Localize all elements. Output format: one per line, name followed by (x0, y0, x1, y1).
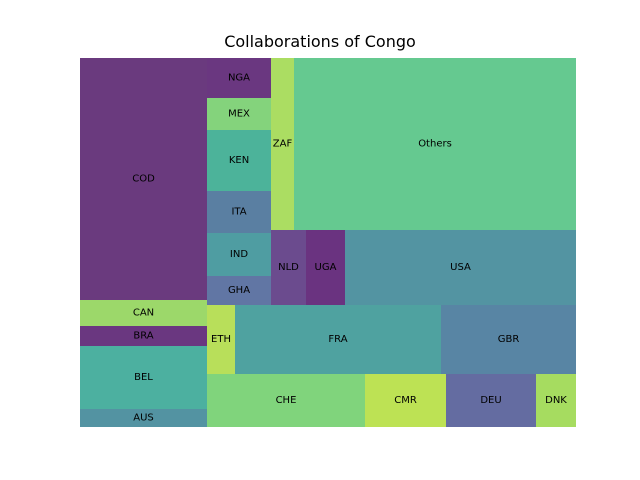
treemap-cell-ind (207, 233, 271, 276)
treemap-cell-fra (235, 305, 441, 374)
treemap-cell-bel (80, 346, 207, 409)
treemap-cell-che (207, 374, 365, 427)
treemap-label-zaf: ZAF (273, 139, 293, 150)
treemap-label-others: Others (418, 139, 452, 150)
treemap-label-gbr: GBR (498, 334, 520, 345)
treemap-label-usa: USA (450, 262, 471, 273)
treemap-label-ken: KEN (229, 155, 249, 166)
chart-title: Collaborations of Congo (224, 32, 416, 51)
treemap-cell-mex (207, 98, 271, 130)
treemap-label-che: CHE (276, 395, 297, 406)
treemap-label-ind: IND (230, 249, 248, 260)
treemap-cell-dnk (536, 374, 576, 427)
treemap-label-cod: COD (132, 174, 155, 185)
treemap-label-uga: UGA (315, 262, 337, 273)
treemap-label-fra: FRA (328, 334, 347, 345)
treemap-label-deu: DEU (480, 395, 501, 406)
treemap-label-aus: AUS (133, 413, 154, 424)
treemap-label-nld: NLD (278, 262, 299, 273)
treemap-label-dnk: DNK (545, 395, 567, 406)
treemap-cell-cmr (365, 374, 446, 427)
treemap-label-mex: MEX (228, 109, 250, 120)
treemap-label-bel: BEL (134, 372, 153, 383)
treemap-cell-ken (207, 130, 271, 191)
treemap-label-ita: ITA (231, 207, 246, 218)
treemap-label-eth: ETH (211, 334, 231, 345)
treemap-cell-eth (207, 305, 235, 374)
treemap-label-bra: BRA (133, 331, 153, 342)
treemap-cell-aus (80, 409, 207, 427)
treemap-label-nga: NGA (228, 73, 250, 84)
treemap-label-gha: GHA (228, 285, 250, 296)
treemap-cell-can (80, 300, 207, 326)
treemap-cell-usa (345, 230, 576, 305)
treemap-cell-nld (271, 230, 306, 305)
treemap-cell-bra (80, 326, 207, 346)
treemap-cell-gbr (441, 305, 576, 374)
treemap-cell-nga (207, 58, 271, 98)
treemap-cell-zaf (271, 58, 294, 230)
treemap-label-cmr: CMR (394, 395, 417, 406)
treemap-label-can: CAN (133, 308, 154, 319)
treemap-cell-cod (80, 58, 207, 300)
treemap-cell-deu (446, 374, 536, 427)
treemap-cell-others (294, 58, 576, 230)
treemap-cell-gha (207, 276, 271, 305)
treemap-cell-uga (306, 230, 345, 305)
treemap-cell-ita (207, 191, 271, 233)
